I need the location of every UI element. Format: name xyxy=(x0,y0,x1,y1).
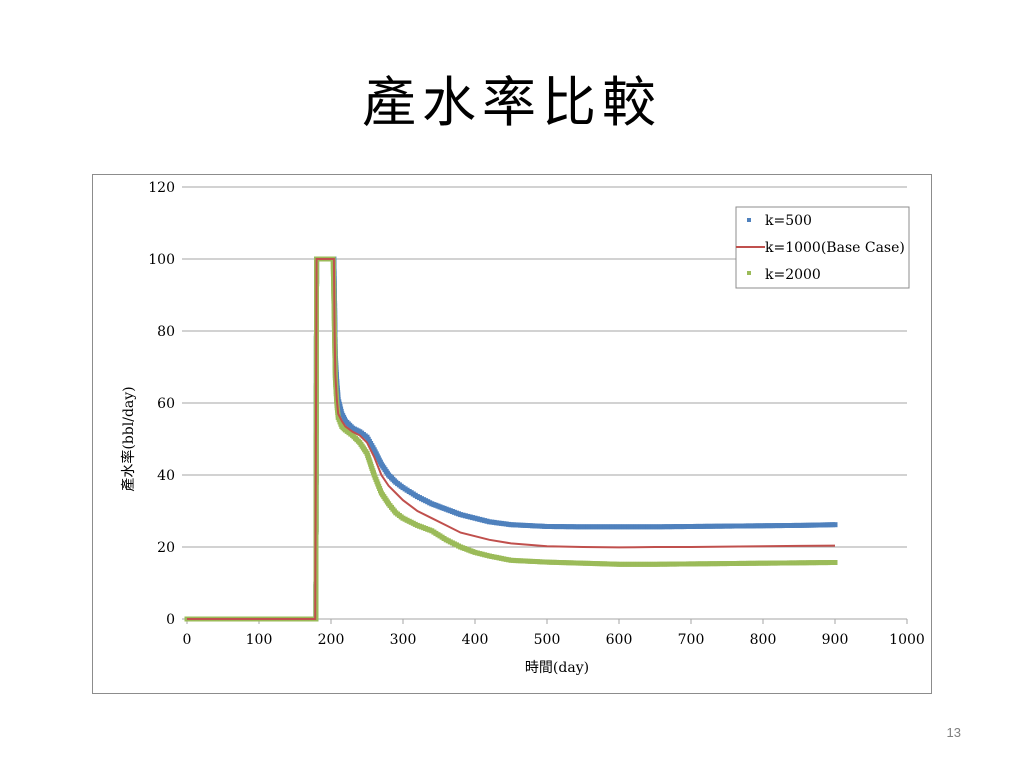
y-tick-label: 60 xyxy=(157,396,175,412)
x-tick-label: 100 xyxy=(246,632,273,648)
legend: k=500 k=1000(Base Case) k=2000 xyxy=(735,206,910,289)
chart-frame: 0 20 40 60 80 100 120 0 100 200 300 400 500 600 700 800… xyxy=(92,174,932,694)
x-tick-label: 800 xyxy=(750,632,777,648)
x-tick-label: 400 xyxy=(462,632,489,648)
legend-label-k2000: k=2000 xyxy=(765,267,821,283)
x-axis-label: 時間(day) xyxy=(525,660,589,676)
x-tick-label: 700 xyxy=(678,632,705,648)
series-line xyxy=(187,258,836,620)
series-k500 xyxy=(184,256,838,622)
x-tick-label: 0 xyxy=(183,632,192,648)
legend-marker-k500 xyxy=(747,218,751,222)
x-tick-label: 500 xyxy=(534,632,561,648)
y-tick-label: 100 xyxy=(148,252,175,268)
page-number: 13 xyxy=(946,725,961,740)
legend-label-k500: k=500 xyxy=(765,213,812,229)
x-tick-label: 300 xyxy=(390,632,417,648)
x-tick-label: 1000 xyxy=(889,632,925,648)
data-point xyxy=(832,560,838,565)
series-k2000 xyxy=(184,256,838,622)
water-production-chart: 0 20 40 60 80 100 120 0 100 200 300 400 500 600 700 800… xyxy=(120,180,925,676)
data-point xyxy=(832,522,838,528)
y-axis-label: 產水率(bbl/day) xyxy=(120,386,137,491)
x-tick-label: 600 xyxy=(606,632,633,648)
grid-layer xyxy=(182,186,907,620)
y-tick-label: 0 xyxy=(166,612,175,628)
x-tick-label: 200 xyxy=(318,632,345,648)
legend-label-k1000: k=1000(Base Case) xyxy=(765,240,905,256)
legend-marker-k2000 xyxy=(747,271,751,275)
slide-title: 產水率比較 xyxy=(362,71,662,134)
y-tick-label: 120 xyxy=(148,180,175,196)
y-tick-label: 40 xyxy=(157,468,175,484)
y-tick-label: 80 xyxy=(157,324,175,340)
y-tick-label: 20 xyxy=(157,540,175,556)
x-tick-label: 900 xyxy=(822,632,849,648)
series-k1000-base-case xyxy=(187,258,836,620)
series-layer xyxy=(184,256,838,622)
